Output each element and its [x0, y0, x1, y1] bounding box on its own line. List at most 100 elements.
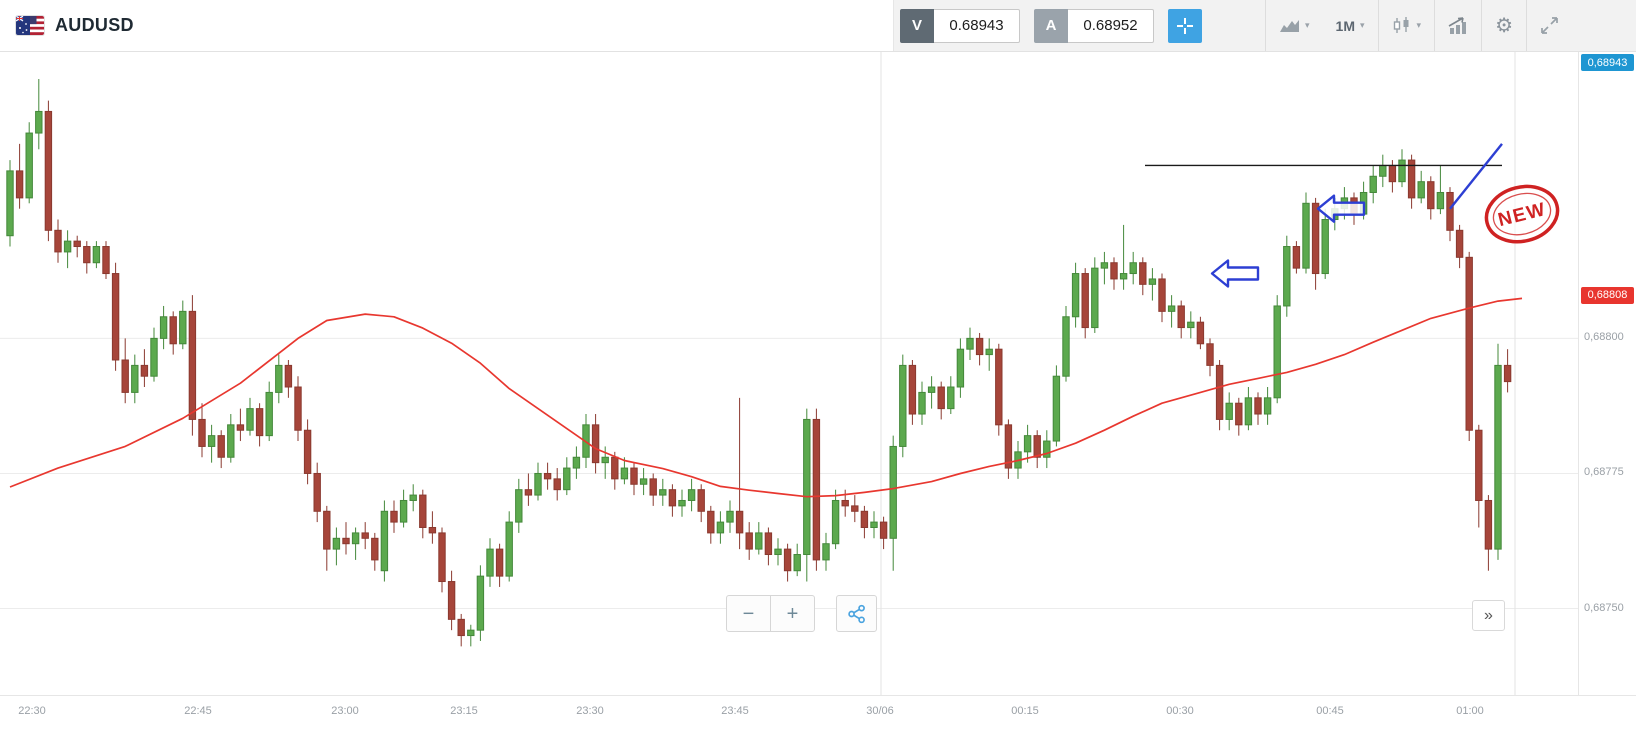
candle-down [198, 418, 206, 447]
candle-up [687, 489, 696, 501]
candle-up [755, 532, 763, 550]
candle-down [111, 273, 120, 361]
ma-price-badge: 0,68808 [1581, 286, 1634, 304]
candle-down [342, 537, 350, 545]
candle-down [1446, 191, 1454, 231]
toolbar-divider [1481, 0, 1483, 51]
candle-up [1379, 164, 1387, 177]
candle-down [1465, 256, 1473, 431]
candle-up [716, 521, 725, 534]
toolbar-divider [1526, 0, 1527, 51]
time-axis-label: 23:00 [331, 705, 359, 717]
candle-up [150, 337, 158, 377]
collapse-scale-button[interactable]: » [1472, 600, 1505, 631]
candle-down [361, 532, 369, 539]
candle-up [831, 499, 840, 545]
candle-down [1110, 262, 1118, 280]
candle-up [246, 408, 254, 431]
candle-up [1071, 273, 1080, 318]
zoom-out-button[interactable]: − [726, 595, 771, 632]
candle-up [1321, 219, 1329, 275]
candle-up [803, 418, 811, 556]
buy-price[interactable]: 0.68952 [1068, 8, 1154, 43]
settings-button[interactable]: ⚙ [1482, 0, 1526, 51]
toolbar-divider [1434, 0, 1436, 51]
annotation-arrow-2[interactable] [1316, 194, 1366, 223]
candle-up [870, 521, 878, 528]
candlestick-icon [1393, 17, 1409, 33]
price-axis[interactable]: 0,68800 0,68775 0,68750 0,68943 0,68808 [1578, 52, 1636, 695]
sell-quote[interactable]: V 0.68943 [900, 8, 1020, 43]
candle-down [217, 435, 225, 458]
candle-up [332, 537, 341, 550]
timeframe-dropdown[interactable]: 1M ▾ [1323, 0, 1378, 51]
candle-up [486, 548, 494, 577]
candle-down [428, 526, 437, 534]
crosshair-button[interactable] [1168, 8, 1202, 43]
time-axis-label: 30/06 [866, 705, 894, 717]
candle-down [294, 386, 302, 431]
fullscreen-button[interactable] [1527, 0, 1572, 51]
zoom-in-button[interactable]: + [770, 595, 815, 632]
candle-up [515, 489, 523, 523]
candle-up [1129, 262, 1137, 275]
candle-down [1292, 246, 1301, 269]
candle-down [73, 240, 81, 248]
time-axis[interactable]: 22:30 22:45 23:00 23:15 23:30 23:45 30/06 00:15… [0, 695, 1578, 729]
axis-corner [1578, 695, 1636, 729]
sell-price[interactable]: 0.68943 [934, 8, 1020, 43]
candle-down [1215, 364, 1224, 420]
candle-down [591, 424, 600, 464]
symbol-title: AUDUSD [55, 15, 134, 35]
candle-up [265, 391, 273, 437]
candle-up [1283, 246, 1291, 307]
chevron-down-icon: ▾ [1305, 20, 1310, 30]
candle-up [927, 386, 936, 393]
candle-down [1311, 202, 1320, 275]
candle-down [236, 424, 245, 431]
candle-up [563, 467, 571, 491]
topbar: AUDUSD V 0.68943 A 0.68952 ▾ [0, 0, 1636, 52]
candlestick-chart[interactable]: NEW [0, 52, 1578, 695]
candle-down [937, 386, 945, 410]
candle-down [1455, 229, 1464, 258]
candle-up [1119, 273, 1128, 280]
buy-button[interactable]: A [1034, 8, 1068, 43]
share-button[interactable] [836, 595, 877, 632]
candle-up [534, 472, 542, 496]
time-axis-label: 22:45 [184, 705, 212, 717]
candle-down [121, 359, 129, 393]
candle-down [390, 510, 398, 523]
candle-down [1407, 159, 1416, 199]
topbar-controls: V 0.68943 A 0.68952 ▾ 1M ▾ [893, 0, 1636, 51]
chart-type-dropdown[interactable]: ▾ [1266, 0, 1323, 51]
candle-up [1225, 402, 1233, 420]
candle-style-dropdown[interactable]: ▾ [1379, 0, 1435, 51]
time-axis-label: 23:45 [721, 705, 749, 717]
candle-down [745, 532, 753, 550]
candle-down [284, 364, 293, 388]
candle-up [351, 532, 360, 545]
sell-button[interactable]: V [900, 8, 934, 43]
indicators-button[interactable] [1435, 0, 1481, 51]
candle-down [668, 489, 677, 507]
candle-down [44, 110, 53, 231]
candle-up [159, 316, 168, 339]
candle-down [83, 246, 91, 264]
chart-area[interactable]: NEW − + » [0, 52, 1578, 695]
breakout-trendline[interactable] [1449, 143, 1503, 210]
chevron-down-icon: ▾ [1360, 20, 1365, 30]
candle-down [54, 229, 62, 253]
candle-up [1148, 278, 1157, 285]
buy-quote[interactable]: A 0.68952 [1034, 8, 1154, 43]
candle-up [1398, 159, 1406, 183]
candle-down [1177, 305, 1185, 329]
candle-up [399, 499, 408, 523]
candle-down [1475, 429, 1483, 501]
price-axis-label: 0,68800 [1584, 331, 1624, 344]
annotation-arrow-1[interactable] [1210, 259, 1260, 288]
candle-down [371, 537, 379, 561]
price-axis-label: 0,68750 [1584, 601, 1624, 614]
candle-down [630, 467, 638, 485]
